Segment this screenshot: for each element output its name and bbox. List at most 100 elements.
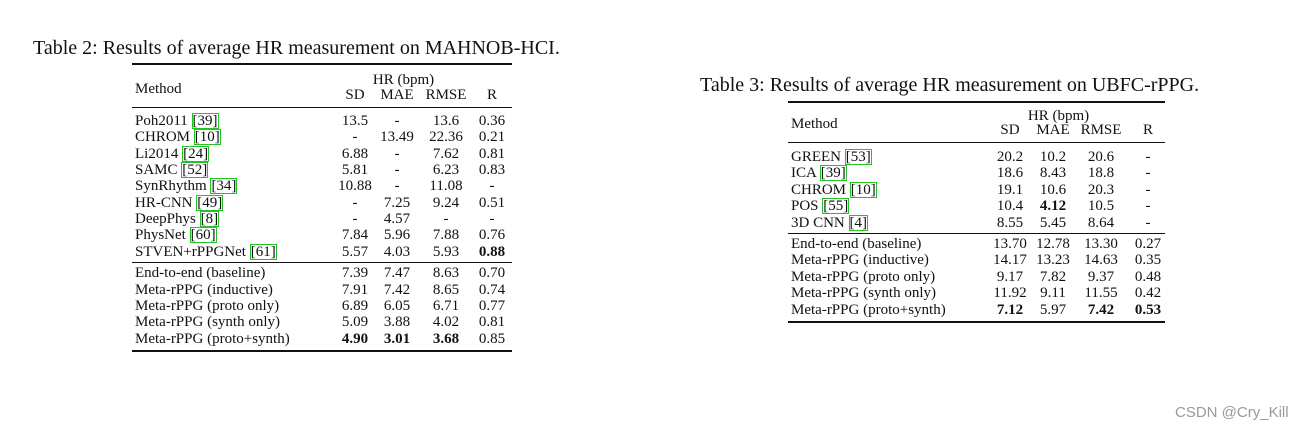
value-cell: - [1145,165,1151,182]
method-name: Meta-rPPG (inductive) [135,281,273,298]
value-cell: 3.01 [383,330,411,347]
method-name: SynRhythm [135,178,207,195]
value-cell: - [352,194,358,211]
method-cell: SynRhythm [34] [135,178,238,195]
value-cell: 0.70 [478,265,506,282]
value-cell: 0.81 [478,314,506,331]
method-cell: Meta-rPPG (synth only) [135,315,280,330]
method-name: Meta-rPPG (synth only) [791,285,936,302]
watermark: CSDN @Cry_Kill [1175,404,1289,421]
group-rule [132,262,512,264]
value-cell: 20.6 [1087,149,1115,165]
method-name: Meta-rPPG (synth only) [135,314,280,331]
value-cell: 4.90 [341,330,369,347]
method-cell: 3D CNN [4] [791,214,869,231]
method-cell: CHROM [10] [135,129,221,146]
method-name: CHROM [791,181,847,198]
value-cell: 9.24 [432,194,460,211]
value-cell: - [1145,198,1151,215]
method-name: Meta-rPPG (proto+synth) [135,330,290,347]
method-name: ICA [791,165,817,182]
value-cell: 3.68 [432,330,460,347]
group-rule [788,233,1165,235]
value-cell: - [489,178,495,195]
value-cell: 0.42 [1134,285,1162,302]
header-method: Method [135,80,182,97]
value-cell: 12.78 [1036,236,1070,252]
value-cell: 0.85 [478,330,506,347]
method-cell: SAMC [52] [135,162,209,179]
citation: [39] [819,165,847,182]
value-cell: 7.47 [383,265,411,282]
header-column: SD [1000,122,1020,138]
value-cell: 10.6 [1039,181,1067,198]
method-cell: Meta-rPPG (synth only) [791,286,936,301]
value-cell: 6.23 [432,162,460,179]
citation: [60] [189,227,217,244]
value-cell: 14.63 [1084,252,1118,269]
method-name: POS [791,198,819,215]
value-cell: 0.76 [478,227,506,244]
value-cell: 10.2 [1039,149,1067,165]
value-cell: 4.57 [383,211,411,228]
citation: [4] [848,214,869,231]
value-cell: 0.48 [1134,268,1162,285]
value-cell: 8.64 [1087,214,1115,231]
method-name: SAMC [135,162,178,179]
value-cell: 19.1 [996,181,1024,198]
value-cell: 18.8 [1087,165,1115,182]
value-cell: 10.4 [996,198,1024,215]
top-rule [132,63,512,65]
citation: [49] [196,194,224,211]
method-cell: DeepPhys [8] [135,211,220,228]
value-cell: 8.43 [1039,165,1067,182]
value-cell: 9.37 [1087,268,1115,285]
value-cell: 13.23 [1036,252,1070,269]
value-cell: 13.5 [341,113,369,129]
value-cell: 0.77 [478,297,506,314]
bottom-rule [788,320,1165,323]
table-caption: Table 2: Results of average HR measureme… [33,37,560,59]
citation: [53] [844,149,872,165]
method-cell: POS [55] [791,198,850,215]
header-column: SD [345,87,365,103]
citation: [24] [182,145,210,162]
citation: [8] [199,211,220,228]
value-cell: 7.25 [383,194,411,211]
method-name: DeepPhys [135,211,196,228]
method-cell: Poh2011 [39] [135,113,219,129]
value-cell: - [1145,214,1151,231]
value-cell: 7.12 [996,301,1024,318]
value-cell: 18.6 [996,165,1024,182]
method-name: GREEN [791,149,841,165]
value-cell: 0.74 [478,281,506,298]
method-name: Li2014 [135,145,179,162]
value-cell: 5.96 [383,227,411,244]
value-cell: 7.62 [432,145,460,162]
value-cell: 4.02 [432,314,460,331]
method-cell: STVEN+rPPGNet [61] [135,243,277,260]
value-cell: 0.53 [1134,301,1162,318]
value-cell: 0.36 [478,113,506,129]
value-cell: - [352,211,358,228]
value-cell: 14.17 [993,252,1027,269]
value-cell: 22.36 [429,129,463,146]
value-cell: 7.84 [341,227,369,244]
citation: [61] [249,243,277,260]
method-cell: PhysNet [60] [135,227,217,244]
method-cell: Meta-rPPG (proto only) [791,268,936,285]
value-cell: 13.30 [1084,236,1118,252]
value-cell: 5.09 [341,314,369,331]
bottom-rule [132,349,512,352]
method-cell: End-to-end (baseline) [791,237,921,252]
value-cell: 0.88 [478,243,506,260]
method-cell: Li2014 [24] [135,145,210,162]
method-name: Meta-rPPG (proto only) [791,268,936,285]
value-cell: 3.88 [383,314,411,331]
value-cell: 4.03 [383,243,411,260]
method-cell: Meta-rPPG (proto+synth) [791,302,946,318]
header-column: R [1142,122,1154,138]
method-name: HR-CNN [135,194,193,211]
value-cell: 10.5 [1087,198,1115,215]
